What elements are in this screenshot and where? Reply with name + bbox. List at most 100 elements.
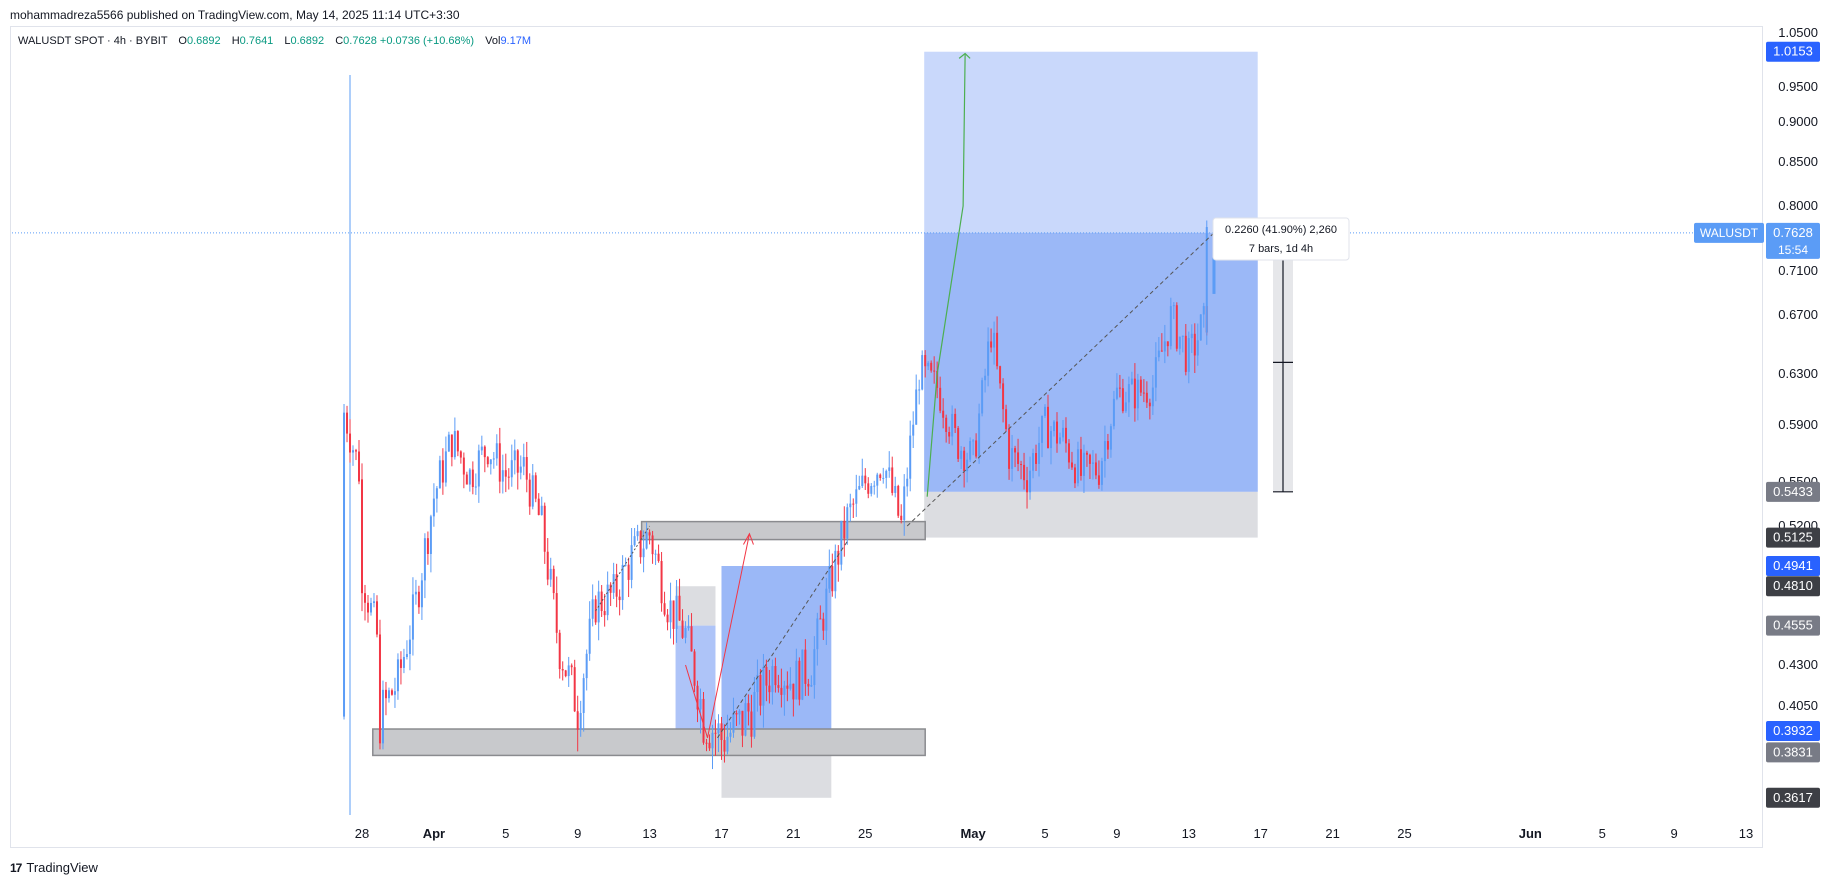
candle-body	[393, 691, 396, 695]
candle	[771, 659, 774, 705]
candle-body	[1061, 427, 1064, 438]
time-tick-label: 5	[502, 826, 509, 841]
candle	[352, 445, 355, 466]
candle	[1127, 376, 1130, 417]
candle	[597, 580, 600, 641]
candle	[963, 446, 966, 488]
candle	[699, 688, 702, 734]
candle-body	[1196, 340, 1199, 356]
candle-body	[492, 458, 495, 460]
candle-body	[426, 538, 429, 554]
candle	[1008, 424, 1011, 480]
candle-body	[498, 443, 501, 482]
candle-body	[726, 736, 729, 752]
price-tag-label: 0.3831	[1773, 744, 1813, 759]
legend-symbol[interactable]: WALUSDT SPOT · 4h · BYBIT	[18, 35, 168, 47]
candle-body	[744, 703, 747, 736]
candle	[1055, 412, 1058, 453]
candle	[804, 639, 807, 696]
chart-frame[interactable]	[10, 26, 1763, 848]
candle-body	[1145, 392, 1148, 403]
candle-body	[1026, 480, 1029, 493]
price-tag: 0.4941	[1766, 556, 1820, 577]
candle	[435, 486, 438, 513]
candle-body	[849, 503, 852, 508]
candle	[1172, 302, 1175, 320]
candle-body	[960, 450, 963, 459]
time-tick-label: 13	[1182, 826, 1196, 841]
candle	[456, 430, 459, 457]
candle-body	[1041, 415, 1044, 443]
candle-body	[483, 446, 486, 458]
candle-body	[876, 474, 879, 486]
candle	[414, 579, 417, 605]
candle	[441, 448, 444, 495]
candle-body	[669, 600, 672, 623]
candle-body	[885, 470, 888, 478]
candle-body	[1127, 384, 1130, 403]
price-tag-label: 0.4941	[1773, 558, 1813, 573]
candle	[1193, 323, 1196, 374]
candle	[1088, 453, 1091, 479]
candle-body	[924, 355, 927, 367]
candle-body	[1073, 467, 1076, 484]
trendline-3	[595, 525, 651, 612]
candle	[1058, 432, 1061, 445]
price-tag-label: 0.5433	[1773, 484, 1813, 499]
candle-body	[951, 413, 954, 437]
candle	[765, 659, 768, 702]
candle	[474, 473, 477, 495]
candle	[1115, 373, 1118, 401]
candle	[903, 474, 906, 536]
candle	[987, 327, 990, 387]
candle	[387, 687, 390, 703]
candle	[897, 484, 900, 518]
candles	[343, 220, 1216, 770]
candle	[843, 506, 846, 557]
candle-body	[927, 362, 930, 367]
candle-body	[591, 599, 594, 619]
candle-body	[1139, 379, 1142, 393]
candle	[654, 549, 657, 566]
candle-body	[984, 375, 987, 381]
candle-body	[358, 451, 361, 482]
candle-body	[768, 685, 771, 693]
candle-body	[780, 687, 783, 695]
candle-body	[690, 626, 693, 652]
candle-body	[900, 515, 903, 520]
price-tag-label: 1.0153	[1773, 44, 1813, 59]
candle	[1100, 457, 1103, 491]
candle-body	[699, 698, 702, 710]
candle-body	[540, 505, 543, 516]
price-tick-label: 0.5900	[1778, 417, 1818, 432]
candle-body	[558, 632, 561, 670]
candle-body	[346, 412, 349, 434]
tradingview-brand[interactable]: 17 TradingView	[10, 860, 98, 875]
candle-body	[477, 450, 480, 487]
candle-body	[630, 545, 633, 580]
candle-body	[1082, 452, 1085, 476]
candle-body	[969, 441, 972, 460]
time-axis: 28 Apr 5 9 13 17 21 25 May 5 9 13 17 21 25 Jun 5 9 13	[355, 826, 1753, 841]
candle	[984, 368, 987, 393]
candle	[471, 461, 474, 495]
candle-body	[1058, 437, 1061, 444]
candle-body	[762, 666, 765, 706]
legend-low: 0.6892	[290, 35, 325, 47]
candle	[729, 722, 732, 743]
candle-body	[1023, 464, 1026, 481]
price-tag-bg	[1766, 615, 1820, 636]
price-tags: 1.0153 0.5433 0.5125 0.4941 0.4810 0.4555 0.39…	[1694, 41, 1820, 808]
candle-body	[1175, 305, 1178, 349]
candle	[393, 677, 396, 708]
candle-body	[402, 656, 405, 668]
candle	[660, 551, 663, 612]
candle	[657, 544, 660, 563]
time-tick-label: Jun	[1519, 826, 1542, 841]
candle	[1121, 378, 1124, 414]
candle	[1118, 374, 1121, 398]
candle	[909, 420, 912, 492]
candle-body	[1136, 379, 1139, 409]
candle-body	[531, 475, 534, 507]
